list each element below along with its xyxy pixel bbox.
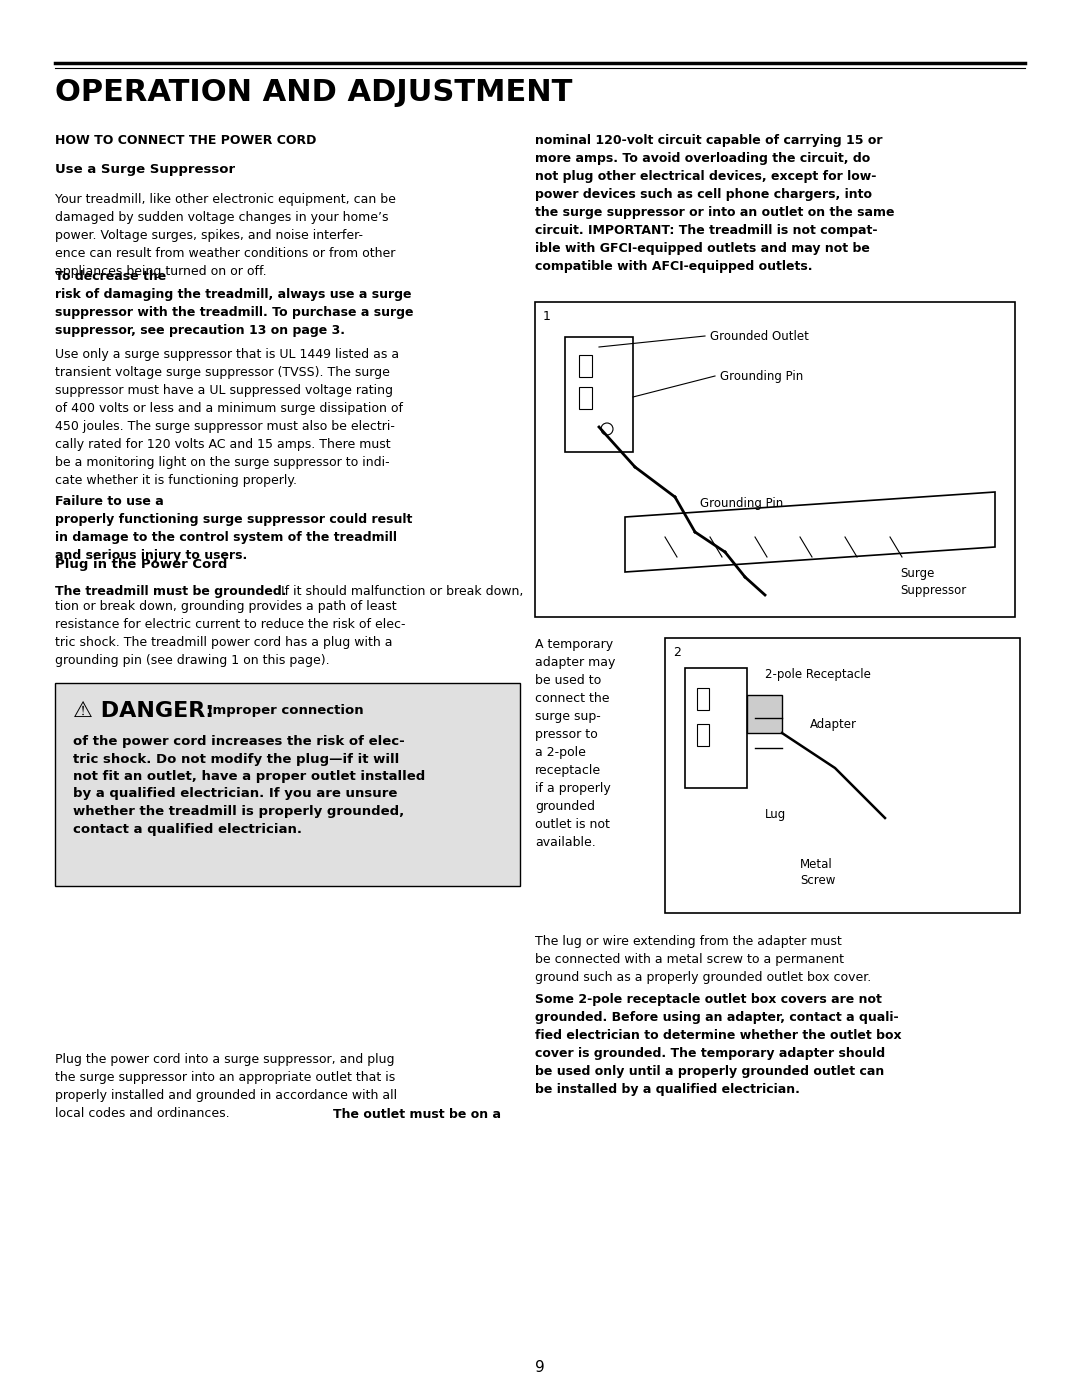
- Text: Surge
Suppressor: Surge Suppressor: [900, 567, 967, 597]
- Text: Use a Surge Suppressor: Use a Surge Suppressor: [55, 163, 235, 176]
- Text: Your treadmill, like other electronic equipment, can be
damaged by sudden voltag: Your treadmill, like other electronic eq…: [55, 193, 396, 278]
- Text: Grounding Pin: Grounding Pin: [720, 370, 804, 383]
- Bar: [565, 337, 633, 453]
- Text: Some 2-pole receptacle outlet box covers are not
grounded. Before using an adapt: Some 2-pole receptacle outlet box covers…: [535, 993, 902, 1097]
- Bar: [535, 302, 1015, 617]
- Text: 9: 9: [535, 1361, 545, 1375]
- Text: Improper connection: Improper connection: [203, 704, 364, 717]
- Polygon shape: [625, 492, 995, 571]
- Text: The treadmill must be grounded.: The treadmill must be grounded.: [55, 585, 286, 598]
- Bar: [579, 355, 592, 377]
- Text: Use only a surge suppressor that is UL 1449 listed as a
transient voltage surge : Use only a surge suppressor that is UL 1…: [55, 348, 403, 488]
- Text: of the power cord increases the risk of elec-
tric shock. Do not modify the plug: of the power cord increases the risk of …: [73, 735, 426, 835]
- Bar: [685, 668, 747, 788]
- Text: If it should malfunction or break down,: If it should malfunction or break down,: [276, 585, 524, 598]
- Bar: [747, 694, 782, 733]
- Bar: [579, 387, 592, 409]
- Text: Plug the power cord into a surge suppressor, and plug
the surge suppressor into : Plug the power cord into a surge suppres…: [55, 1053, 397, 1120]
- Text: Grounded Outlet: Grounded Outlet: [710, 330, 809, 344]
- Text: 1: 1: [543, 310, 551, 323]
- Text: tion or break down, grounding provides a path of least
resistance for electric c: tion or break down, grounding provides a…: [55, 599, 405, 666]
- Text: Lug: Lug: [765, 807, 786, 821]
- Text: Metal
Screw: Metal Screw: [800, 858, 835, 887]
- Text: 2-pole Receptacle: 2-pole Receptacle: [765, 668, 870, 680]
- Text: The outlet must be on a: The outlet must be on a: [333, 1108, 501, 1120]
- Text: OPERATION AND ADJUSTMENT: OPERATION AND ADJUSTMENT: [55, 78, 572, 108]
- Bar: [697, 724, 708, 746]
- Text: ⚠ DANGER:: ⚠ DANGER:: [73, 701, 214, 721]
- Text: nominal 120-volt circuit capable of carrying 15 or
more amps. To avoid overloadi: nominal 120-volt circuit capable of carr…: [535, 134, 894, 272]
- Text: Plug in the Power Cord: Plug in the Power Cord: [55, 557, 228, 571]
- Text: 2: 2: [673, 645, 680, 659]
- Bar: [55, 683, 519, 886]
- Text: Adapter: Adapter: [810, 718, 858, 731]
- Bar: [665, 638, 1020, 914]
- Text: The lug or wire extending from the adapter must
be connected with a metal screw : The lug or wire extending from the adapt…: [535, 935, 872, 1002]
- Text: To decrease the
risk of damaging the treadmill, always use a surge
suppressor wi: To decrease the risk of damaging the tre…: [55, 270, 414, 337]
- Text: Grounding Pin: Grounding Pin: [700, 497, 783, 510]
- Circle shape: [600, 423, 613, 434]
- Bar: [697, 687, 708, 710]
- Text: Failure to use a
properly functioning surge suppressor could result
in damage to: Failure to use a properly functioning su…: [55, 495, 413, 562]
- Text: A temporary
adapter may
be used to
connect the
surge sup-
pressor to
a 2-pole
re: A temporary adapter may be used to conne…: [535, 638, 616, 849]
- Text: HOW TO CONNECT THE POWER CORD: HOW TO CONNECT THE POWER CORD: [55, 134, 316, 147]
